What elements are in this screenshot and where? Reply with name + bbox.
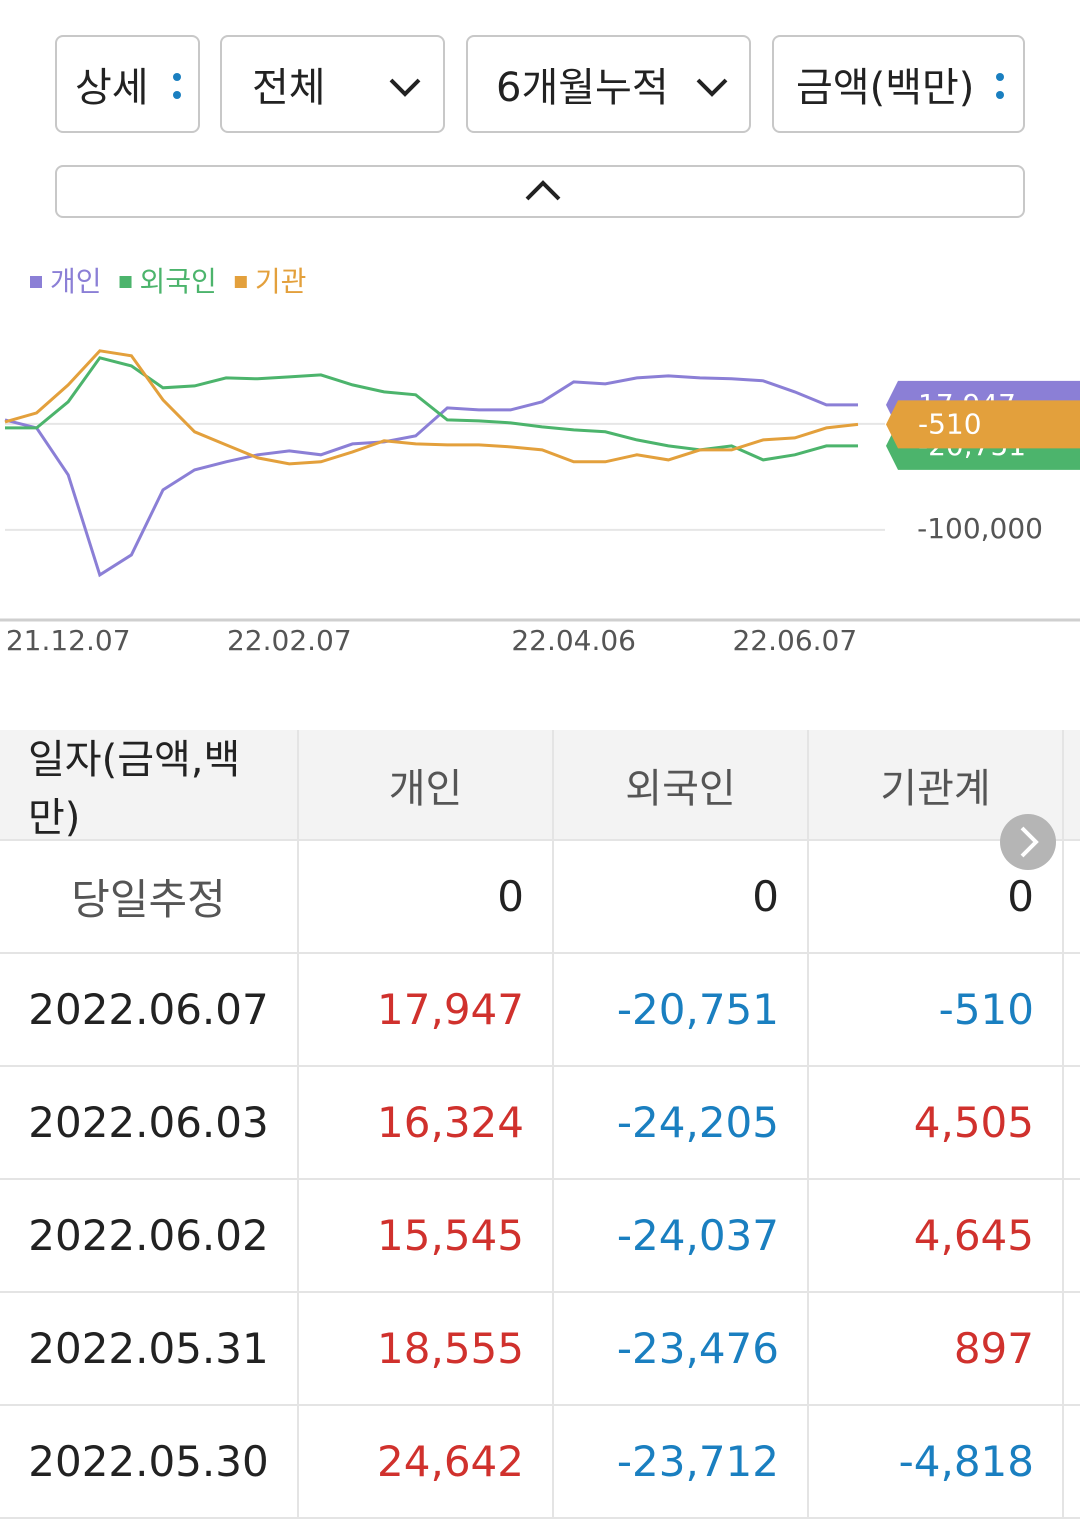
date-cell: 2022.06.02 [0,1180,299,1291]
value-cell: -510 [809,954,1064,1065]
x-tick-label: 22.04.06 [511,624,636,657]
value-cell: 4,645 [809,1180,1064,1291]
data-table: 일자(금액,백만) 개인 외국인 기관계 당일추정 0 0 0 2022.06.07 17,947… [0,730,1080,1519]
chevron-down [389,78,421,97]
header-cell: 외국인 [554,730,809,839]
date-cell: 2022.05.31 [0,1293,299,1404]
table-row: 당일추정 0 0 0 [0,841,1080,954]
value-cell: 24,642 [299,1406,554,1517]
table-header: 일자(금액,백만) 개인 외국인 기관계 [0,730,1080,841]
value-cell: 4,505 [809,1067,1064,1178]
value-cell: 0 [554,841,809,952]
button-label: 전체 [252,65,326,111]
table-row: 2022.06.03 16,324 -24,205 4,505 [0,1067,1080,1180]
series-line [4,349,859,466]
menu-dots [173,73,181,99]
value-cell: 0 [299,841,554,952]
table-row: 2022.06.07 17,947 -20,751 -510 [0,954,1080,1067]
button-label: 금액(백만) [796,65,975,111]
table-row: 2022.05.31 18,555 -23,476 897 [0,1293,1080,1406]
value-cell: -4,818 [809,1406,1064,1517]
chart: 개인 외국인 기관 -100,000 21.12.07 22.02.07 22.04.06 2… [0,265,1080,657]
end-tag-label: -510 [918,407,982,440]
legend-swatch [234,276,247,288]
date-cell: 2022.06.07 [0,954,299,1065]
value-cell: 18,555 [299,1293,554,1404]
unit-button[interactable]: 금액(백만) [772,35,1025,133]
legend-label: 외국인 [140,265,217,298]
chevron-down [696,78,728,97]
date-cell: 당일추정 [0,841,299,952]
legend-swatch [119,276,132,288]
x-tick-label: 21.12.07 [6,624,131,657]
menu-dots [996,73,1004,99]
value-cell: -20,751 [554,954,809,1065]
header-cell: 개인 [299,730,554,839]
collapse-bar[interactable] [55,165,1025,218]
button-label: 6개월누적 [496,65,669,111]
legend-swatch [30,276,42,288]
value-cell: -24,037 [554,1180,809,1291]
chevron-up [525,180,561,201]
x-tick-label: 22.02.07 [227,624,352,657]
value-cell: 897 [809,1293,1064,1404]
value-cell: 15,545 [299,1180,554,1291]
value-cell: -24,205 [554,1067,809,1178]
value-cell: 17,947 [299,954,554,1065]
x-tick-label: 22.06.07 [732,624,857,657]
legend-label: 기관 [255,265,307,298]
value-cell: 16,324 [299,1067,554,1178]
scroll-right-button[interactable] [1000,814,1056,870]
end-tag: -510 [886,400,1080,449]
button-label: 상세 [75,65,149,111]
legend-label: 개인 [50,265,102,298]
period-dropdown[interactable]: 6개월누적 [466,35,751,133]
header-cell: 일자(금액,백만) [0,730,299,841]
table-row: 2022.06.02 15,545 -24,037 4,645 [0,1180,1080,1293]
value-cell: -23,712 [554,1406,809,1517]
end-tag-shape [886,400,1080,449]
value-cell: -23,476 [554,1293,809,1404]
value-cell: 0 [809,841,1064,952]
table-row: 2022.05.30 24,642 -23,712 -4,818 [0,1406,1080,1519]
detail-button[interactable]: 상세 [55,35,200,133]
date-cell: 2022.05.30 [0,1406,299,1517]
header-cell: 기관계 [809,730,1064,839]
scope-dropdown[interactable]: 전체 [220,35,445,133]
series-line [4,374,858,578]
date-cell: 2022.06.03 [0,1067,299,1178]
y-tick-label: -100,000 [917,512,1043,545]
